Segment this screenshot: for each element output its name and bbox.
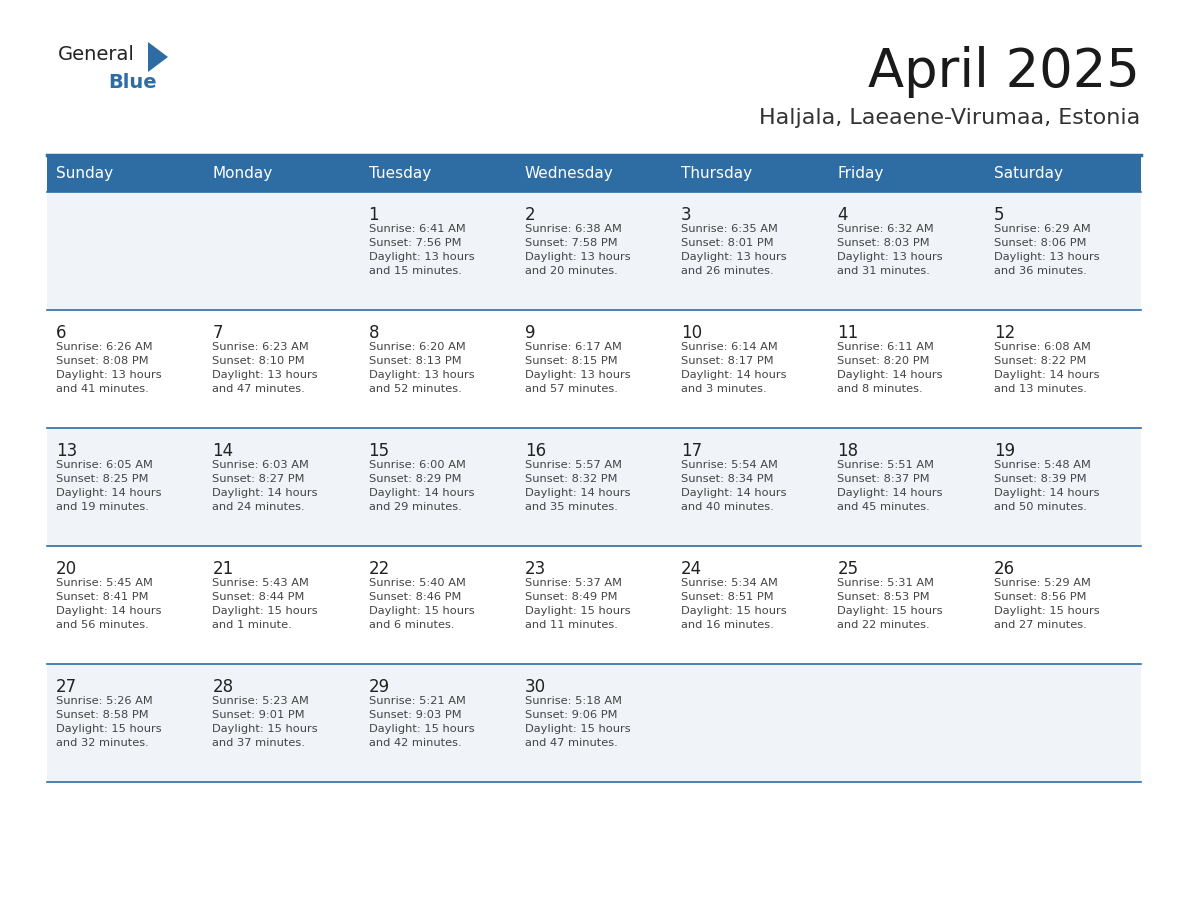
Bar [985, 155, 1140, 192]
Bar [48, 428, 1140, 546]
Text: April 2025: April 2025 [868, 46, 1140, 98]
Text: Sunrise: 6:05 AM
Sunset: 8:25 PM
Daylight: 14 hours
and 19 minutes.: Sunrise: 6:05 AM Sunset: 8:25 PM Dayligh… [56, 460, 162, 512]
Text: Sunrise: 5:45 AM
Sunset: 8:41 PM
Daylight: 14 hours
and 56 minutes.: Sunrise: 5:45 AM Sunset: 8:41 PM Dayligh… [56, 578, 162, 630]
Text: 28: 28 [213, 678, 233, 696]
Text: Sunrise: 5:31 AM
Sunset: 8:53 PM
Daylight: 15 hours
and 22 minutes.: Sunrise: 5:31 AM Sunset: 8:53 PM Dayligh… [838, 578, 943, 630]
Text: Sunrise: 6:29 AM
Sunset: 8:06 PM
Daylight: 13 hours
and 36 minutes.: Sunrise: 6:29 AM Sunset: 8:06 PM Dayligh… [993, 224, 1099, 276]
Bar [48, 664, 1140, 782]
Text: Sunrise: 5:40 AM
Sunset: 8:46 PM
Daylight: 15 hours
and 6 minutes.: Sunrise: 5:40 AM Sunset: 8:46 PM Dayligh… [368, 578, 474, 630]
Text: 26: 26 [993, 560, 1015, 578]
Text: Tuesday: Tuesday [368, 166, 431, 181]
Text: 20: 20 [56, 560, 77, 578]
Text: General: General [58, 46, 135, 64]
Text: 23: 23 [525, 560, 546, 578]
Polygon shape [148, 42, 168, 72]
Text: 24: 24 [681, 560, 702, 578]
Bar [360, 155, 516, 192]
Text: Sunrise: 5:29 AM
Sunset: 8:56 PM
Daylight: 15 hours
and 27 minutes.: Sunrise: 5:29 AM Sunset: 8:56 PM Dayligh… [993, 578, 1099, 630]
Text: 10: 10 [681, 324, 702, 342]
Text: Sunrise: 6:14 AM
Sunset: 8:17 PM
Daylight: 14 hours
and 3 minutes.: Sunrise: 6:14 AM Sunset: 8:17 PM Dayligh… [681, 342, 786, 394]
Text: 19: 19 [993, 442, 1015, 460]
Text: Sunrise: 6:00 AM
Sunset: 8:29 PM
Daylight: 14 hours
and 29 minutes.: Sunrise: 6:00 AM Sunset: 8:29 PM Dayligh… [368, 460, 474, 512]
Text: 11: 11 [838, 324, 859, 342]
Text: Sunrise: 5:26 AM
Sunset: 8:58 PM
Daylight: 15 hours
and 32 minutes.: Sunrise: 5:26 AM Sunset: 8:58 PM Dayligh… [56, 696, 162, 748]
Text: 27: 27 [56, 678, 77, 696]
Bar [48, 546, 1140, 664]
Text: Sunrise: 6:20 AM
Sunset: 8:13 PM
Daylight: 13 hours
and 52 minutes.: Sunrise: 6:20 AM Sunset: 8:13 PM Dayligh… [368, 342, 474, 394]
Text: Sunrise: 6:38 AM
Sunset: 7:58 PM
Daylight: 13 hours
and 20 minutes.: Sunrise: 6:38 AM Sunset: 7:58 PM Dayligh… [525, 224, 631, 276]
Text: Thursday: Thursday [681, 166, 752, 181]
Text: Sunrise: 6:23 AM
Sunset: 8:10 PM
Daylight: 13 hours
and 47 minutes.: Sunrise: 6:23 AM Sunset: 8:10 PM Dayligh… [213, 342, 318, 394]
Text: Sunrise: 6:11 AM
Sunset: 8:20 PM
Daylight: 14 hours
and 8 minutes.: Sunrise: 6:11 AM Sunset: 8:20 PM Dayligh… [838, 342, 943, 394]
Bar [516, 155, 672, 192]
Text: Sunrise: 5:48 AM
Sunset: 8:39 PM
Daylight: 14 hours
and 50 minutes.: Sunrise: 5:48 AM Sunset: 8:39 PM Dayligh… [993, 460, 1099, 512]
Text: Sunrise: 5:23 AM
Sunset: 9:01 PM
Daylight: 15 hours
and 37 minutes.: Sunrise: 5:23 AM Sunset: 9:01 PM Dayligh… [213, 696, 318, 748]
Text: 14: 14 [213, 442, 233, 460]
Text: Sunrise: 6:41 AM
Sunset: 7:56 PM
Daylight: 13 hours
and 15 minutes.: Sunrise: 6:41 AM Sunset: 7:56 PM Dayligh… [368, 224, 474, 276]
Text: 2: 2 [525, 206, 536, 224]
Text: 15: 15 [368, 442, 390, 460]
Bar [828, 155, 985, 192]
Text: Sunrise: 6:03 AM
Sunset: 8:27 PM
Daylight: 14 hours
and 24 minutes.: Sunrise: 6:03 AM Sunset: 8:27 PM Dayligh… [213, 460, 317, 512]
Text: Sunrise: 6:32 AM
Sunset: 8:03 PM
Daylight: 13 hours
and 31 minutes.: Sunrise: 6:32 AM Sunset: 8:03 PM Dayligh… [838, 224, 943, 276]
Text: Sunrise: 5:43 AM
Sunset: 8:44 PM
Daylight: 15 hours
and 1 minute.: Sunrise: 5:43 AM Sunset: 8:44 PM Dayligh… [213, 578, 318, 630]
Text: 18: 18 [838, 442, 859, 460]
Text: Sunrise: 5:34 AM
Sunset: 8:51 PM
Daylight: 15 hours
and 16 minutes.: Sunrise: 5:34 AM Sunset: 8:51 PM Dayligh… [681, 578, 786, 630]
Text: 9: 9 [525, 324, 536, 342]
Text: 12: 12 [993, 324, 1015, 342]
Text: Haljala, Laeaene-Virumaa, Estonia: Haljala, Laeaene-Virumaa, Estonia [759, 108, 1140, 128]
Text: 29: 29 [368, 678, 390, 696]
Text: 4: 4 [838, 206, 848, 224]
Text: 17: 17 [681, 442, 702, 460]
Text: Blue: Blue [108, 73, 157, 92]
Text: 22: 22 [368, 560, 390, 578]
Text: 30: 30 [525, 678, 546, 696]
Text: Sunrise: 6:08 AM
Sunset: 8:22 PM
Daylight: 14 hours
and 13 minutes.: Sunrise: 6:08 AM Sunset: 8:22 PM Dayligh… [993, 342, 1099, 394]
Text: Sunrise: 6:17 AM
Sunset: 8:15 PM
Daylight: 13 hours
and 57 minutes.: Sunrise: 6:17 AM Sunset: 8:15 PM Dayligh… [525, 342, 631, 394]
Text: 8: 8 [368, 324, 379, 342]
Text: Sunrise: 5:37 AM
Sunset: 8:49 PM
Daylight: 15 hours
and 11 minutes.: Sunrise: 5:37 AM Sunset: 8:49 PM Dayligh… [525, 578, 631, 630]
Text: Sunrise: 5:18 AM
Sunset: 9:06 PM
Daylight: 15 hours
and 47 minutes.: Sunrise: 5:18 AM Sunset: 9:06 PM Dayligh… [525, 696, 631, 748]
Text: 25: 25 [838, 560, 859, 578]
Text: 5: 5 [993, 206, 1004, 224]
Text: 6: 6 [56, 324, 67, 342]
Text: 13: 13 [56, 442, 77, 460]
Text: Sunrise: 5:54 AM
Sunset: 8:34 PM
Daylight: 14 hours
and 40 minutes.: Sunrise: 5:54 AM Sunset: 8:34 PM Dayligh… [681, 460, 786, 512]
Text: Friday: Friday [838, 166, 884, 181]
Text: Sunrise: 5:57 AM
Sunset: 8:32 PM
Daylight: 14 hours
and 35 minutes.: Sunrise: 5:57 AM Sunset: 8:32 PM Dayligh… [525, 460, 631, 512]
Text: Sunday: Sunday [56, 166, 113, 181]
Bar [203, 155, 360, 192]
Text: 1: 1 [368, 206, 379, 224]
Bar [672, 155, 828, 192]
Text: 3: 3 [681, 206, 691, 224]
Text: Sunrise: 5:21 AM
Sunset: 9:03 PM
Daylight: 15 hours
and 42 minutes.: Sunrise: 5:21 AM Sunset: 9:03 PM Dayligh… [368, 696, 474, 748]
Text: 7: 7 [213, 324, 223, 342]
Bar [48, 192, 1140, 310]
Text: 16: 16 [525, 442, 546, 460]
Bar [48, 310, 1140, 428]
Text: Sunrise: 6:35 AM
Sunset: 8:01 PM
Daylight: 13 hours
and 26 minutes.: Sunrise: 6:35 AM Sunset: 8:01 PM Dayligh… [681, 224, 786, 276]
Text: Wednesday: Wednesday [525, 166, 614, 181]
Text: Monday: Monday [213, 166, 272, 181]
Text: 21: 21 [213, 560, 234, 578]
Text: Sunrise: 5:51 AM
Sunset: 8:37 PM
Daylight: 14 hours
and 45 minutes.: Sunrise: 5:51 AM Sunset: 8:37 PM Dayligh… [838, 460, 943, 512]
Bar [48, 155, 203, 192]
Text: Saturday: Saturday [993, 166, 1063, 181]
Text: Sunrise: 6:26 AM
Sunset: 8:08 PM
Daylight: 13 hours
and 41 minutes.: Sunrise: 6:26 AM Sunset: 8:08 PM Dayligh… [56, 342, 162, 394]
